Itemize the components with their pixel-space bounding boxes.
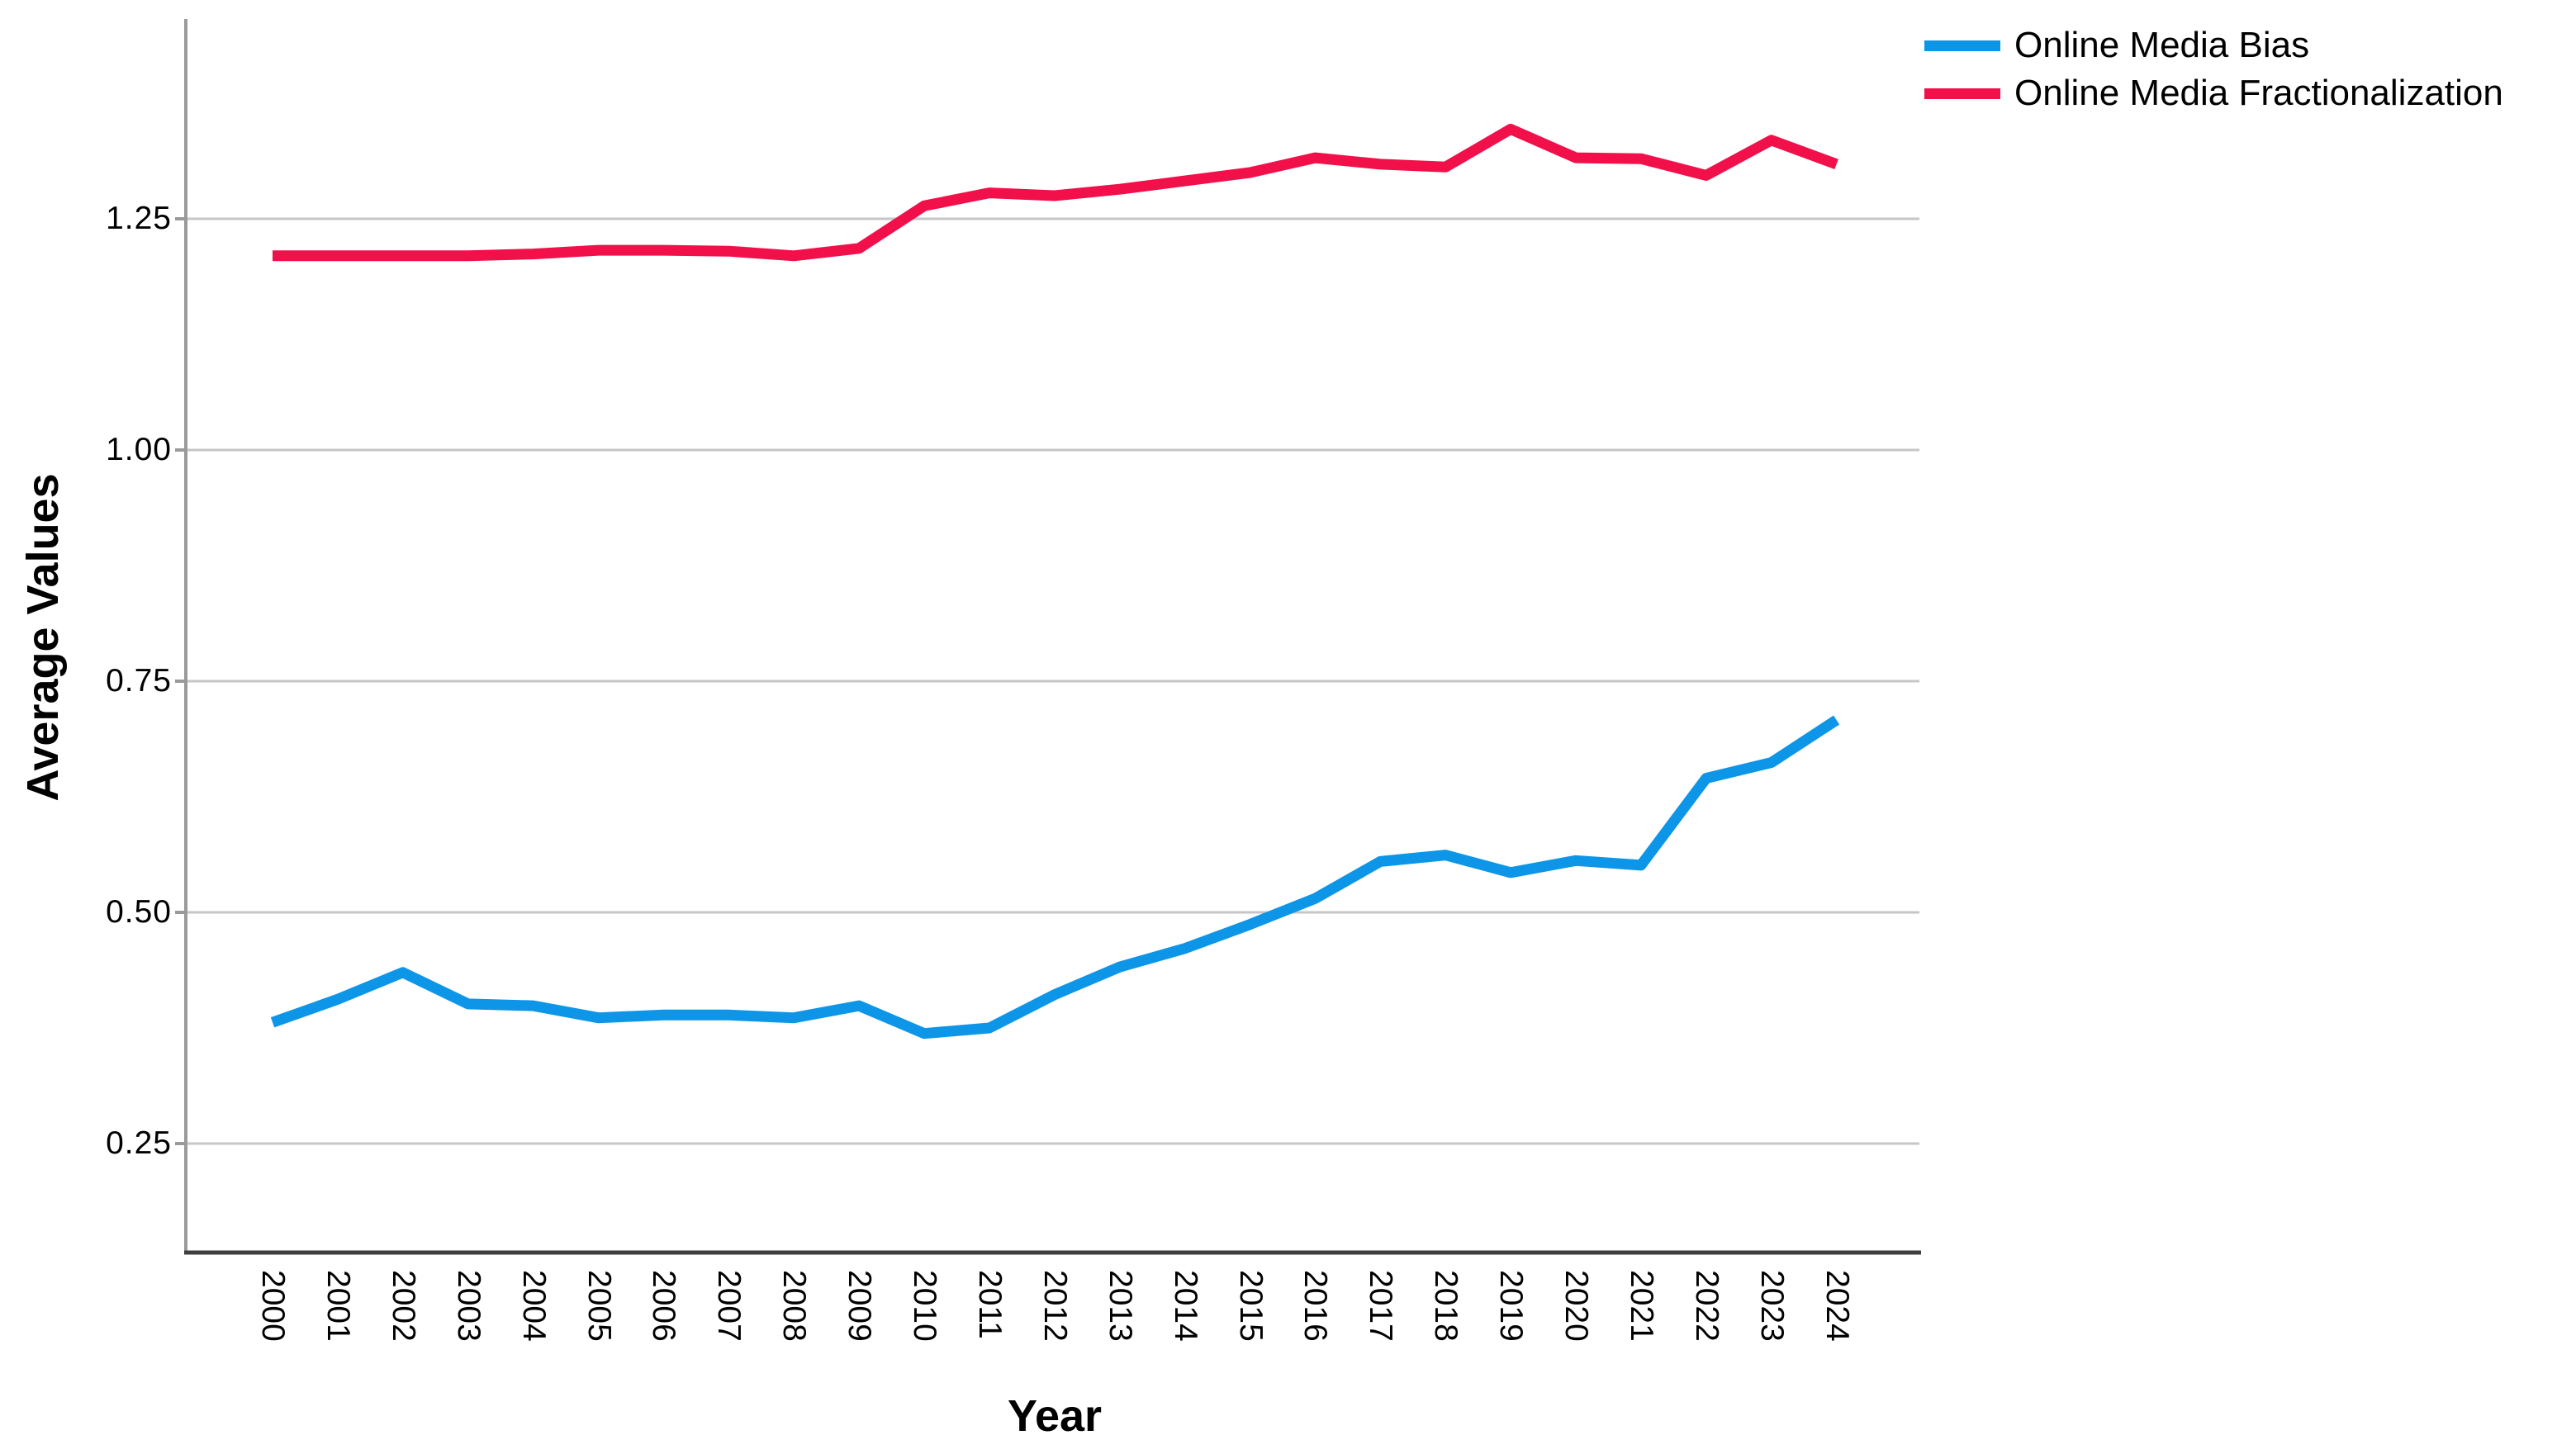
x-tick-label: 2011 <box>971 1270 1008 1339</box>
x-tick-label: 2024 <box>1819 1270 1855 1342</box>
legend-label: Online Media Bias <box>2014 25 2310 65</box>
x-tick-label: 2022 <box>1688 1270 1724 1342</box>
y-tick-label: 0.75 <box>106 663 172 699</box>
x-tick-label: 2017 <box>1363 1270 1399 1342</box>
legend-swatch-line-blue <box>1924 40 2000 51</box>
x-tick-label: 2018 <box>1428 1270 1464 1342</box>
x-tick-label: 2021 <box>1623 1270 1659 1342</box>
legend-swatch-line-red <box>1924 88 2000 99</box>
x-tick-label: 2023 <box>1753 1270 1790 1342</box>
x-tick-label: 2020 <box>1558 1270 1594 1342</box>
y-tick-label: 1.00 <box>106 432 172 467</box>
x-tick-label: 2009 <box>842 1270 878 1342</box>
legend-item: Online Media Bias <box>1924 21 2503 69</box>
series-line-online-media-bias <box>270 715 1840 1040</box>
y-tick-label: 0.50 <box>106 894 172 930</box>
x-tick-label: 2004 <box>515 1270 552 1342</box>
x-tick-label: 2005 <box>581 1270 617 1342</box>
x-tick-label: 2002 <box>385 1270 421 1342</box>
x-tick-label: 2013 <box>1102 1270 1138 1342</box>
legend-label: Online Media Fractionalization <box>2014 73 2503 113</box>
x-tick-label: 2007 <box>711 1270 747 1342</box>
x-tick-label: 2014 <box>1167 1270 1203 1342</box>
x-tick-label: 2010 <box>907 1270 942 1342</box>
y-axis-title: Average Values <box>18 473 68 802</box>
x-tick-label: 2015 <box>1232 1270 1269 1342</box>
x-tick-label: 2000 <box>255 1270 291 1342</box>
x-tick-label: 2003 <box>450 1270 486 1342</box>
series-line-online-media-fractionalization <box>273 123 1838 262</box>
x-tick-label: 2001 <box>320 1270 356 1342</box>
x-axis-title: Year <box>1007 1391 1103 1441</box>
x-tick-label: 2006 <box>646 1270 682 1342</box>
y-tick-label: 0.25 <box>106 1125 172 1161</box>
x-tick-label: 2012 <box>1037 1270 1073 1342</box>
legend: Online Media Bias Online Media Fractiona… <box>1924 21 2503 117</box>
x-tick-label: 2019 <box>1493 1270 1530 1342</box>
legend-item: Online Media Fractionalization <box>1924 69 2503 117</box>
y-tick-label: 1.25 <box>106 201 172 236</box>
x-tick-label: 2016 <box>1297 1270 1334 1342</box>
x-tick-label: 2008 <box>776 1270 813 1342</box>
